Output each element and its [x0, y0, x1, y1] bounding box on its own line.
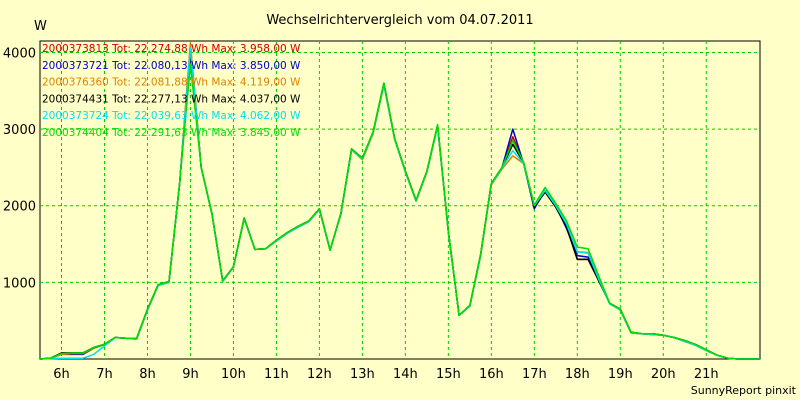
x-tick-label-0: 6h [53, 367, 70, 382]
x-tick-label-15: 21h [694, 367, 719, 382]
legend-entry-0: 2000373813 Tot: 22.274,88 Wh Max: 3.958,… [42, 43, 301, 55]
x-axis-ticks: 6h 7h 8h 9h 10h 11h 12h 13h 14h 15h 16h 17h 18h 19h 20… [53, 367, 718, 382]
y-tick-label-3: 4000 [3, 46, 36, 61]
x-tick-label-4: 10h [221, 367, 246, 382]
series-line-5 [39, 63, 760, 360]
legend-entry-4: 2000373724 Tot: 22.039,63 Wh Max: 4.062,… [42, 110, 301, 122]
plot-area-frame [39, 40, 761, 360]
x-tick-label-13: 19h [608, 367, 633, 382]
x-tick-label-3: 9h [182, 367, 199, 382]
series-line-2 [39, 42, 760, 360]
x-tick-label-7: 13h [350, 367, 375, 382]
x-tick-label-5: 11h [264, 367, 289, 382]
legend-entry-3: 2000374431 Tot: 22.277,13 Wh Max: 4.037,… [42, 93, 301, 105]
y-tick-label-1: 2000 [3, 200, 36, 215]
legend: 2000373813 Tot: 22.274,88 Wh Max: 3.958,… [42, 43, 301, 139]
series-line-0 [39, 44, 760, 360]
x-tick-label-1: 7h [96, 367, 113, 382]
y-tick-label-2: 3000 [3, 123, 36, 138]
legend-entry-1: 2000373721 Tot: 22.080,13 Wh Max: 3.850,… [42, 60, 301, 72]
legend-entry-5: 2000374404 Tot: 22.291,63 Wh Max: 3.845,… [42, 127, 301, 139]
y-tick-label-0: 1000 [3, 276, 36, 291]
x-tick-label-2: 8h [139, 367, 156, 382]
x-tick-label-9: 15h [436, 367, 461, 382]
y-axis-unit-label: W [34, 19, 47, 34]
legend-entry-2: 2000376360 Tot: 22.081,88 Wh Max: 4.119,… [42, 77, 301, 89]
series-lines [39, 42, 760, 360]
x-tick-label-11: 17h [522, 367, 547, 382]
x-tick-label-6: 12h [307, 367, 332, 382]
y-axis-ticks: 1000 2000 3000 4000 [3, 46, 36, 291]
chart-title: Wechselrichtervergleich vom 04.07.2011 [266, 13, 533, 28]
credit-label: SunnyReport pinxit [691, 384, 797, 397]
x-tick-label-14: 20h [651, 367, 676, 382]
x-tick-label-8: 14h [393, 367, 418, 382]
grid-lines [40, 41, 760, 359]
x-tick-label-10: 16h [479, 367, 504, 382]
x-tick-label-12: 18h [565, 367, 590, 382]
